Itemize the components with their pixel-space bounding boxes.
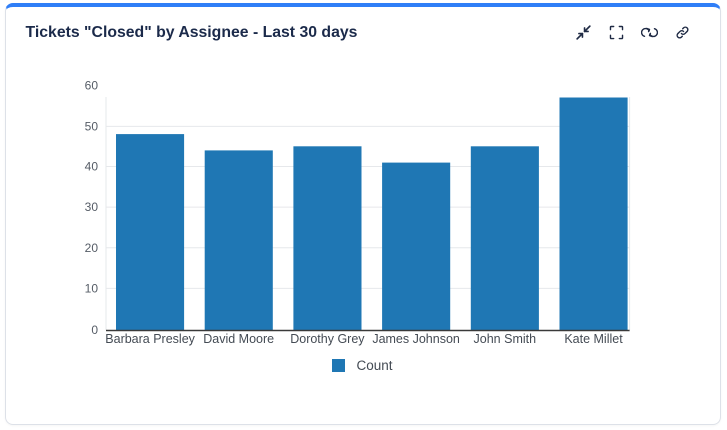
svg-text:40: 40 [84, 159, 98, 173]
svg-text:James Johnson: James Johnson [372, 332, 460, 346]
svg-text:60: 60 [84, 78, 98, 92]
svg-text:Kate Millet: Kate Millet [564, 332, 623, 346]
svg-text:10: 10 [84, 281, 98, 295]
svg-text:20: 20 [84, 240, 98, 254]
svg-text:0: 0 [91, 323, 98, 337]
svg-text:Dorothy Grey: Dorothy Grey [290, 332, 365, 346]
svg-text:David Moore: David Moore [203, 332, 274, 346]
svg-text:50: 50 [84, 119, 98, 133]
svg-text:Barbara Presley: Barbara Presley [105, 332, 195, 346]
svg-text:30: 30 [84, 200, 98, 214]
svg-text:John Smith: John Smith [473, 332, 536, 346]
